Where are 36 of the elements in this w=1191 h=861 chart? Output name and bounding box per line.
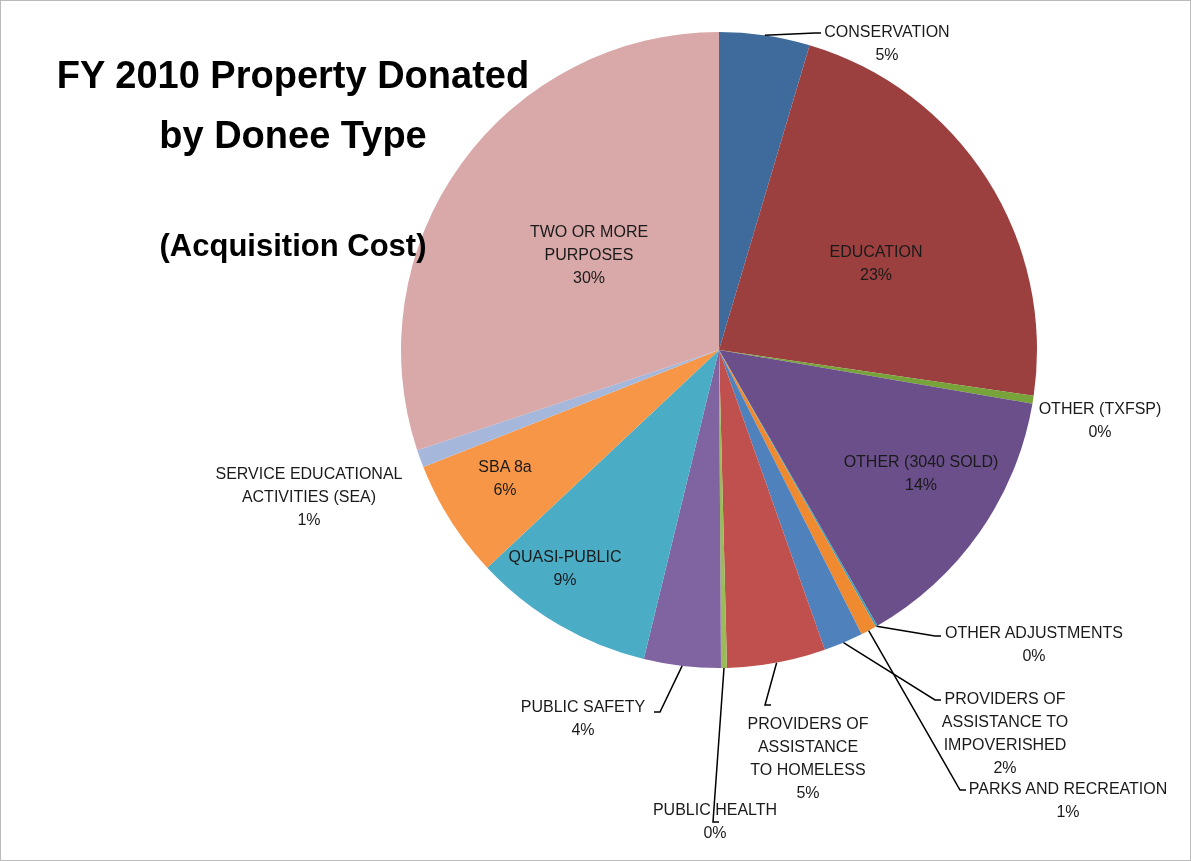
slice-label: PARKS AND RECREATION <box>968 780 1168 797</box>
data-label: 14% <box>904 476 938 493</box>
slice-label: OTHER (3040 SOLD) <box>843 453 999 470</box>
text: (Acquisition Cost) <box>159 228 427 263</box>
data-label: 30% <box>572 269 606 286</box>
data-label: 5% <box>875 46 899 63</box>
data-label: 2% <box>993 759 1017 776</box>
slice-label: TWO OR MORE PURPOSES <box>529 223 649 263</box>
data-label: 6% <box>493 481 517 498</box>
slice-label: OTHER ADJUSTMENTS <box>945 624 1123 641</box>
data-label: 23% <box>859 266 893 283</box>
slice-label: EDUCATION <box>829 243 923 260</box>
pie-slice <box>719 45 1037 396</box>
slice-label: OTHER (TXFSP) <box>1038 400 1162 417</box>
data-label: 0% <box>1088 423 1112 440</box>
data-label: 0% <box>703 824 727 841</box>
slice-label: SERVICE EDUCATIONAL ACTIVITIES (SEA) <box>215 465 403 505</box>
pie-slice <box>719 350 1033 626</box>
slice-label: PROVIDERS OF ASSISTANCE TO IMPOVERISHED <box>941 690 1069 753</box>
slice-label: PUBLIC SAFETY <box>520 698 646 715</box>
pie-slice <box>423 350 719 568</box>
slice-label: CONSERVATION <box>824 23 950 40</box>
pie-slice <box>719 350 825 668</box>
text: FY 2010 Property Donated by Donee Type <box>56 54 530 156</box>
slice-label: PROVIDERS OF ASSISTANCE TO HOMELESS <box>747 715 869 778</box>
data-label: 9% <box>553 571 577 588</box>
data-label: 1% <box>1056 803 1080 820</box>
data-label: 0% <box>1022 647 1046 664</box>
data-label: 5% <box>796 784 820 801</box>
pie-slice <box>643 350 721 668</box>
slice-label: QUASI-PUBLIC <box>508 548 622 565</box>
slice-label: PUBLIC HEALTH <box>652 801 778 818</box>
data-label: 4% <box>571 721 595 738</box>
slice-label: SBA 8a <box>478 458 532 475</box>
pie-slice <box>719 32 810 350</box>
data-label: 1% <box>297 511 321 528</box>
